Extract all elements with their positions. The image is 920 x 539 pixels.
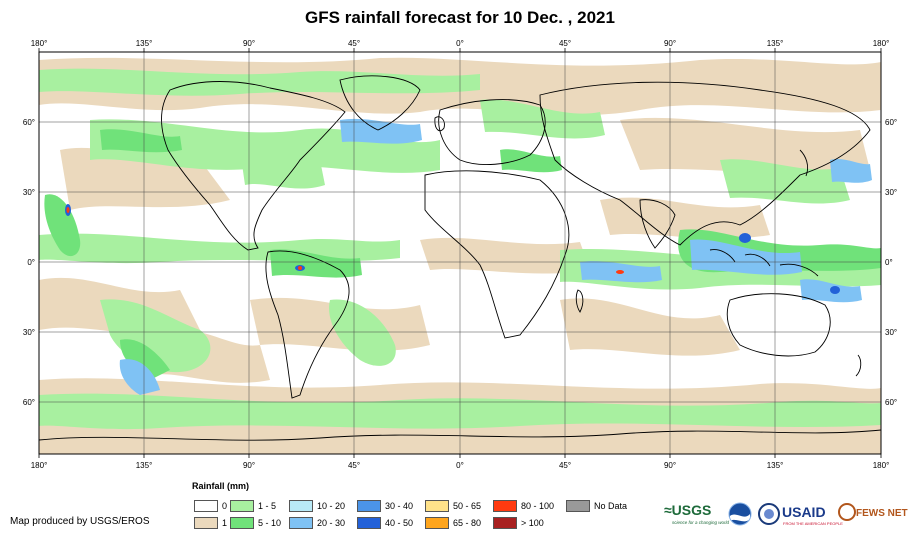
lon-label-bottom: 90°: [243, 461, 255, 470]
lat-label-left: 30°: [23, 188, 35, 197]
legend-swatch: [230, 500, 254, 512]
legend-title: Rainfall (mm): [192, 481, 250, 491]
legend-item: 5 - 10: [230, 517, 281, 529]
legend-label: 5 - 10: [258, 518, 282, 528]
legend-swatch: [289, 517, 313, 529]
legend-label: 0: [222, 501, 228, 511]
legend-swatch: [230, 517, 254, 529]
lon-label-top: 90°: [243, 39, 255, 48]
lon-label-bottom: 45°: [348, 461, 360, 470]
legend-item: 0: [194, 500, 227, 512]
legend-swatch: [194, 500, 218, 512]
lon-label-bottom: 0°: [456, 461, 464, 470]
rainfall-field: [39, 52, 881, 454]
lon-label-top: 135°: [767, 39, 784, 48]
lon-label-top: 135°: [136, 39, 153, 48]
lat-label-right: 0°: [885, 258, 893, 267]
legend-item: 20 - 30: [289, 517, 345, 529]
lon-label-bottom: 135°: [767, 461, 784, 470]
lon-label-top: 45°: [348, 39, 360, 48]
legend-item: 1 - 5: [230, 500, 276, 512]
legend-item: 1: [194, 517, 227, 529]
usaid-logo: USAID FROM THE AMERICAN PEOPLE: [782, 504, 843, 526]
lon-label-top: 0°: [456, 39, 464, 48]
usgs-logo: ≈USGS science for a changing world: [664, 502, 730, 525]
legend-swatch: [493, 500, 517, 512]
lon-label-bottom: 90°: [664, 461, 676, 470]
legend-item: No Data: [566, 500, 627, 512]
legend-swatch: [493, 517, 517, 529]
legend-swatch: [194, 517, 218, 529]
legend-label: 1 - 5: [258, 501, 277, 511]
legend-swatch: [357, 500, 381, 512]
lat-label-left: 60°: [23, 398, 35, 407]
lon-label-bottom: 45°: [559, 461, 571, 470]
legend-swatch: [425, 500, 449, 512]
credit-text: Map produced by USGS/EROS: [10, 516, 150, 527]
lon-label-top: 90°: [664, 39, 676, 48]
legend-item: 65 - 80: [425, 517, 481, 529]
fewsnet-logo: FEWS NET: [838, 503, 908, 521]
dos-seal-icon: [758, 503, 780, 525]
lon-label-bottom: 180°: [31, 461, 48, 470]
fewsnet-logo-text: FEWS NET: [856, 508, 908, 519]
lon-label-bottom: 180°: [873, 461, 890, 470]
lat-label-right: 60°: [885, 118, 897, 127]
legend-item: 30 - 40: [357, 500, 413, 512]
lat-label-right: 30°: [885, 328, 897, 337]
legend-swatch: [289, 500, 313, 512]
lat-label-left: 0°: [27, 258, 35, 267]
legend-label: 10 - 20: [317, 501, 346, 511]
legend-label: No Data: [594, 501, 628, 511]
usaid-tagline: FROM THE AMERICAN PEOPLE: [783, 521, 843, 526]
lat-label-right: 30°: [885, 188, 897, 197]
legend-label: 30 - 40: [385, 501, 414, 511]
legend-label: > 100: [521, 518, 544, 528]
legend-label: 50 - 65: [453, 501, 482, 511]
lon-label-top: 45°: [559, 39, 571, 48]
usgs-tagline: science for a changing world: [672, 520, 730, 525]
legend-swatch: [357, 517, 381, 529]
legend-label: 1: [222, 518, 228, 528]
legend-label: 80 - 100: [521, 501, 555, 511]
lat-label-left: 30°: [23, 328, 35, 337]
legend-label: 20 - 30: [317, 518, 346, 528]
lat-label-right: 60°: [885, 398, 897, 407]
legend-item: 10 - 20: [289, 500, 345, 512]
lon-label-top: 180°: [31, 39, 48, 48]
legend-item: 40 - 50: [357, 517, 413, 529]
partner-logos: ≈USGS science for a changing world USAID…: [664, 502, 908, 526]
map-title: GFS rainfall forecast for 10 Dec. , 2021: [305, 8, 615, 27]
usaid-logo-text: USAID: [782, 504, 826, 520]
legend-item: 50 - 65: [425, 500, 481, 512]
legend-swatch: [566, 500, 590, 512]
legend-item: 80 - 100: [493, 500, 554, 512]
lon-label-top: 180°: [873, 39, 890, 48]
lon-label-bottom: 135°: [136, 461, 153, 470]
legend-item: > 100: [493, 517, 544, 529]
lat-label-left: 60°: [23, 118, 35, 127]
noaa-logo-icon: [728, 502, 752, 526]
usgs-logo-text: ≈USGS: [664, 502, 711, 518]
legend-swatch: [425, 517, 449, 529]
legend-label: 40 - 50: [385, 518, 414, 528]
legend-label: 65 - 80: [453, 518, 482, 528]
